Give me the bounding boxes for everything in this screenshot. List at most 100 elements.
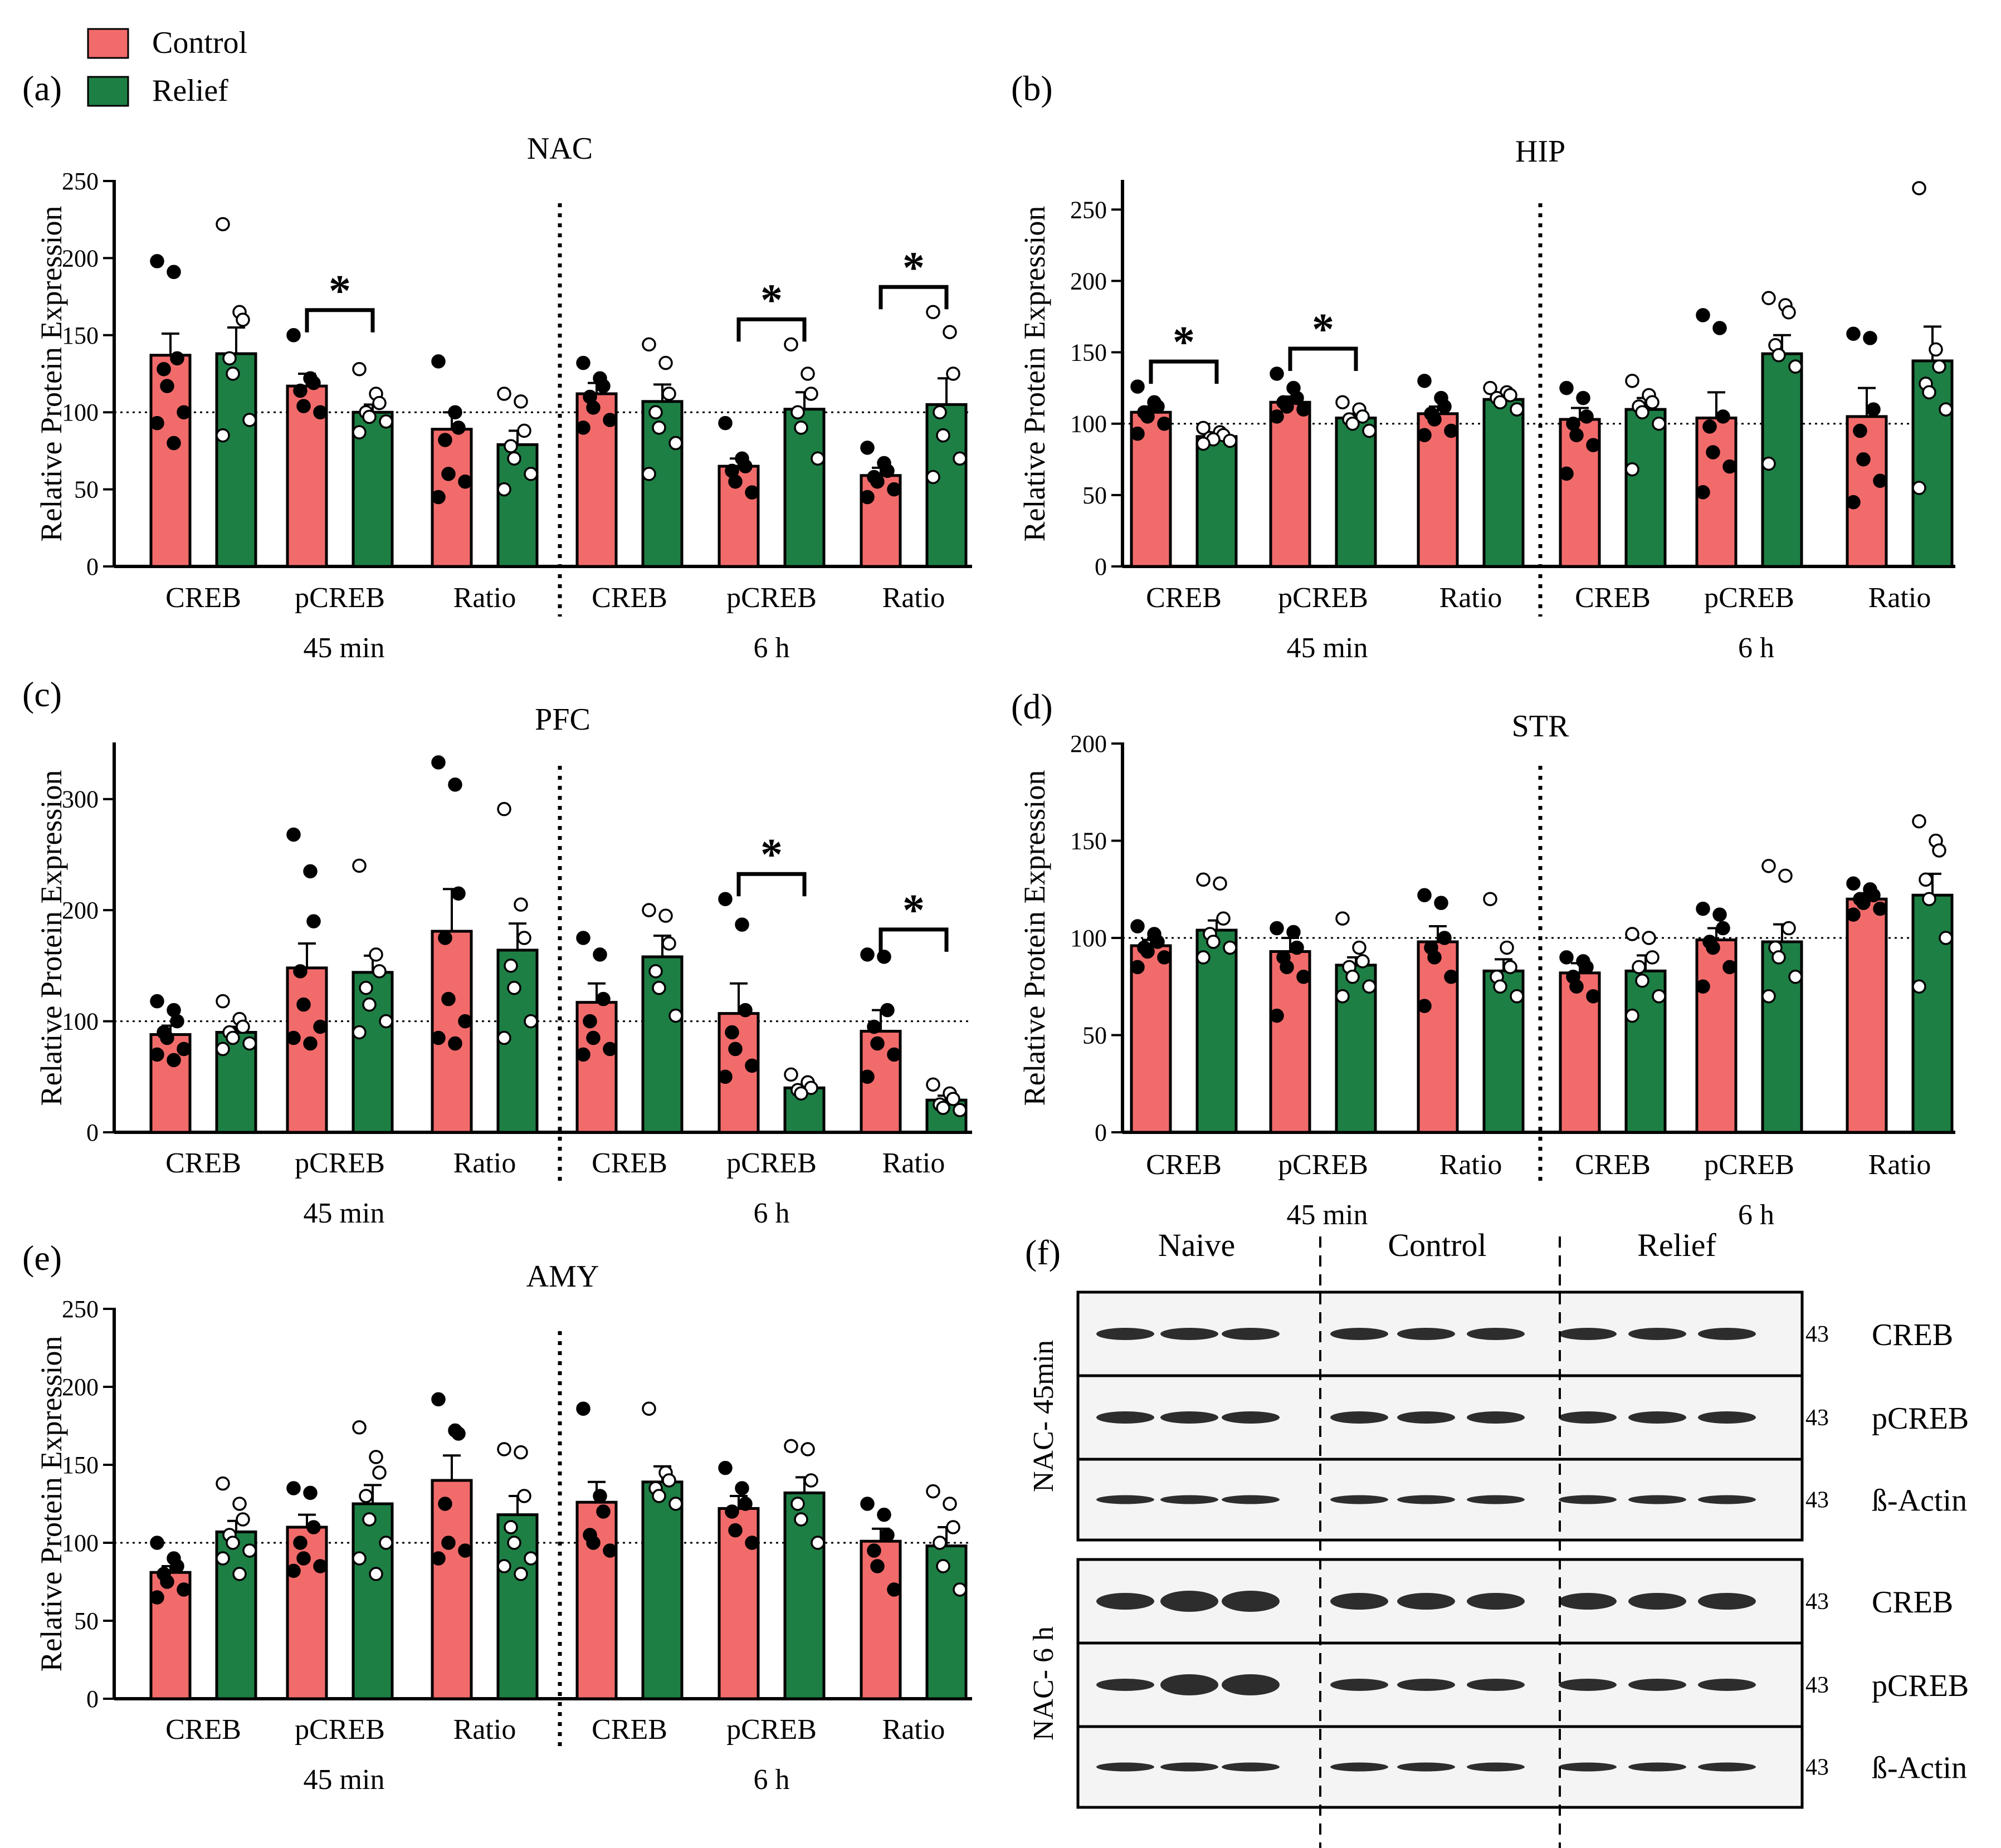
data-point (1846, 326, 1861, 341)
data-point (1932, 359, 1946, 374)
data-point (359, 980, 373, 995)
y-tick-label: 150 (1070, 828, 1107, 855)
data-point (745, 485, 759, 500)
data-point (718, 415, 733, 431)
data-point (603, 1042, 617, 1057)
data-point (1355, 409, 1370, 424)
data-point (1157, 950, 1172, 965)
panel-label: (d) (1011, 687, 1053, 726)
significance-bracket (1288, 346, 1358, 371)
data-point (1559, 950, 1574, 965)
blot-band (1628, 1411, 1686, 1424)
y-tick-label: 0 (1095, 553, 1107, 580)
timepoint-label: 6 h (1738, 632, 1774, 664)
category-label: Ratio (1439, 582, 1502, 614)
chart-title: HIP (1515, 134, 1565, 169)
y-axis-label: Relative Protein Expression (35, 770, 68, 1106)
data-point (593, 947, 607, 962)
data-point (1873, 901, 1887, 916)
data-point (1635, 974, 1649, 988)
data-point (1437, 931, 1452, 945)
y-tick-label: 100 (62, 399, 99, 426)
data-point (216, 1551, 230, 1566)
data-point (662, 936, 676, 951)
western-blot-panel: (f) Naive Control Relief NAC- 45min 43 CREB 43 p… (1025, 1227, 1969, 1848)
data-point (448, 405, 462, 419)
data-point (728, 1523, 743, 1538)
data-point (379, 414, 393, 429)
bar-relief (1335, 416, 1377, 568)
data-point (867, 1019, 881, 1034)
data-point (242, 1543, 257, 1558)
legend-label: Relief (152, 74, 228, 108)
data-point (242, 413, 257, 427)
data-point (236, 1512, 250, 1527)
data-point (738, 1497, 753, 1511)
data-point (517, 1489, 531, 1503)
timepoint-label: 6 h (754, 1197, 790, 1229)
significance-star: * (902, 886, 925, 935)
data-point (794, 421, 808, 435)
y-tick-label: 50 (1082, 482, 1107, 509)
data-point (303, 864, 318, 879)
data-point (458, 1543, 472, 1558)
data-point (1345, 416, 1360, 431)
marker-label: 43 (1805, 1673, 1829, 1698)
data-point (870, 475, 885, 489)
data-point (362, 997, 377, 1012)
data-point (362, 409, 377, 424)
category-label: CREB (165, 1147, 241, 1179)
data-point (603, 413, 617, 427)
category-label: pCREB (1704, 1149, 1794, 1181)
data-point (170, 351, 184, 366)
blot-band (1698, 1328, 1756, 1340)
data-point (216, 994, 230, 1009)
data-point (1712, 321, 1727, 335)
data-point (216, 1476, 230, 1491)
y-tick-label: 0 (1095, 1119, 1107, 1146)
data-point (586, 1536, 601, 1550)
data-point (880, 463, 895, 478)
bar-control (718, 1507, 760, 1700)
data-point (596, 991, 611, 1006)
y-tick-label: 100 (1070, 925, 1107, 952)
data-point (1417, 888, 1432, 902)
y-tick-label: 0 (86, 1685, 99, 1713)
data-point (668, 1008, 683, 1023)
blot-band (1096, 1762, 1154, 1772)
data-point (379, 1014, 393, 1029)
chart-title: PFC (535, 702, 590, 737)
data-point (1782, 921, 1796, 936)
category-label: Ratio (1439, 1149, 1502, 1181)
data-point (286, 1030, 301, 1045)
data-point (926, 1077, 940, 1092)
bar-relief (783, 408, 826, 568)
data-point (1652, 989, 1666, 1004)
data-point (926, 1484, 940, 1499)
data-point (1196, 421, 1211, 436)
data-point (860, 1069, 875, 1084)
data-point (1788, 359, 1803, 374)
data-point (1444, 970, 1458, 984)
blot-band (1222, 1762, 1280, 1772)
data-point (953, 1103, 967, 1117)
data-point (1696, 308, 1710, 322)
data-point (1355, 954, 1370, 969)
data-point (1846, 876, 1861, 891)
blot-row-label: pCREB (1872, 1401, 1969, 1436)
blot-band (1467, 1328, 1525, 1340)
data-point (1761, 291, 1776, 305)
data-point (596, 379, 611, 393)
y-axis-label: Relative Protein Expression (35, 206, 68, 542)
data-point (586, 1030, 601, 1045)
data-point (1696, 485, 1710, 500)
data-point (1771, 950, 1786, 965)
data-point (1510, 989, 1524, 1004)
category-label: CREB (1146, 582, 1222, 614)
data-point (642, 903, 656, 917)
y-tick-label: 200 (1070, 730, 1107, 757)
category-label: pCREB (1278, 582, 1368, 614)
data-point (1196, 436, 1211, 451)
blot-group-label: Relief (1637, 1227, 1716, 1263)
blot-band (1559, 1495, 1617, 1504)
